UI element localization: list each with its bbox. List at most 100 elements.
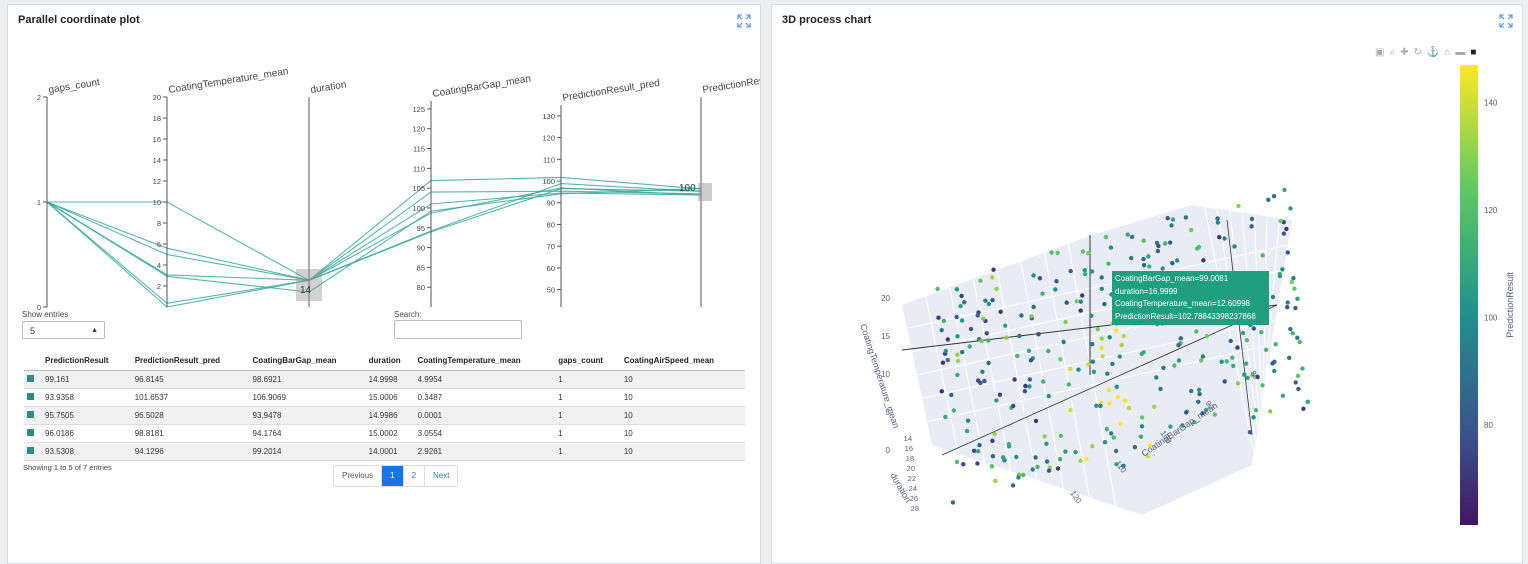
grid-line	[1044, 252, 1090, 498]
orbit-icon[interactable]: ↻	[1413, 47, 1422, 58]
table-cell: 95.7505	[42, 406, 132, 425]
scatter-point	[1019, 313, 1024, 318]
tick-label: 20	[153, 93, 161, 102]
scatter-point	[945, 337, 950, 342]
table-row[interactable]: 95.7505 96.5028 93.9478 14.9986 0.0001 1 10	[24, 406, 745, 425]
column-header[interactable]: PredictionResult	[42, 350, 132, 371]
table-row[interactable]: 96.0186 98.8181 94.1764 15.0002 3.0554 1 10	[24, 424, 745, 443]
expand-icon[interactable]	[1499, 14, 1513, 28]
scatter-point	[1078, 458, 1083, 463]
page-length-select[interactable]: 5 ▲	[22, 321, 105, 339]
plotly-logo-icon[interactable]: ■	[1470, 47, 1477, 58]
pagination: Previous 1 2 Next	[333, 465, 459, 487]
grid-line	[996, 269, 1038, 481]
home-icon[interactable]: ⌂	[1444, 47, 1451, 58]
axis-title: CoatingTemperature_mean	[168, 66, 289, 96]
row-checkbox[interactable]	[27, 375, 34, 382]
scatter-point	[1042, 434, 1047, 439]
scatter-point	[1278, 218, 1283, 224]
scatter-point	[943, 348, 948, 354]
table-cell: 93.9358	[42, 388, 132, 407]
scatter-point	[1125, 232, 1130, 237]
scatter-point	[1158, 386, 1163, 392]
scatter-point	[1089, 313, 1094, 318]
panel-title: 3D process chart	[782, 14, 872, 26]
page-2-button[interactable]: 2	[402, 466, 424, 486]
colorbar-tick-label: 100	[1484, 313, 1498, 322]
scatter-point	[1027, 384, 1032, 389]
column-header[interactable]: PredictionResult_pred	[131, 350, 250, 371]
3d-scatter-chart[interactable]: 05101520CoatingTemperature_mean141618202…	[772, 5, 1523, 525]
row-checkbox[interactable]	[27, 411, 34, 418]
table-row[interactable]: 93.9358 101.6537 106.9069 15.0006 0.3487 1 10	[24, 388, 745, 407]
parallel-coordinates-chart[interactable]: gaps_count012CoatingTemperature_mean2468…	[8, 5, 761, 315]
row-checkbox[interactable]	[27, 429, 34, 436]
row-checkbox[interactable]	[27, 393, 34, 400]
scatter-point	[1121, 333, 1126, 339]
column-header[interactable]: CoatingTemperature_mean	[414, 350, 556, 371]
column-header[interactable]: duration	[365, 350, 415, 371]
pan-icon[interactable]: ✚	[1400, 47, 1409, 58]
scatter-point	[1247, 430, 1253, 435]
scatter-point	[1284, 226, 1289, 232]
table-cell: 1	[555, 388, 621, 407]
tooltip-line: CoatingTemperature_mean=12.60998	[1115, 299, 1250, 308]
reset-icon[interactable]: ▬	[1455, 47, 1466, 58]
scatter-point	[1011, 403, 1016, 409]
row-checkbox[interactable]	[27, 447, 34, 454]
scatter-point	[990, 454, 996, 459]
scatter-point	[1180, 423, 1185, 428]
scatter-point	[989, 464, 995, 469]
scatter-point	[1165, 216, 1170, 221]
page-1-button[interactable]: 1	[381, 466, 403, 486]
scatter-point	[1017, 333, 1022, 339]
scatter-point	[1235, 381, 1241, 386]
table-cell: 1	[555, 406, 621, 425]
table-cell: 1	[555, 370, 621, 389]
camera-icon[interactable]: ▣	[1375, 47, 1385, 58]
scatter-point	[1054, 279, 1059, 284]
grid-line	[921, 319, 1276, 399]
table-cell: 96.8145	[131, 370, 250, 389]
tick-label: 115	[413, 145, 425, 154]
scatter-point	[1168, 240, 1173, 245]
tick-label: 80	[417, 283, 425, 292]
scatter-point	[951, 408, 957, 413]
axis-title: duration	[310, 79, 347, 96]
y-tick-label: 22	[908, 474, 916, 483]
scatter-point	[954, 314, 959, 320]
scatter-point	[1040, 291, 1045, 296]
scatter-point	[1249, 216, 1255, 222]
scatter-point	[997, 392, 1003, 397]
table-row[interactable]: 99.161 96.8145 98.6921 14.9998 4.9954 1 10	[24, 370, 745, 389]
scatter-point	[980, 369, 985, 374]
scatter-point	[1215, 216, 1220, 221]
scatter-point	[1031, 304, 1036, 310]
expand-icon[interactable]	[737, 14, 751, 28]
z-tick-label: 0	[886, 446, 891, 455]
scatter-point	[1099, 345, 1104, 351]
scatter-point	[1110, 361, 1115, 367]
scatter-point	[1103, 234, 1108, 240]
column-header[interactable]: gaps_count	[555, 350, 621, 371]
scatter-point	[981, 316, 986, 321]
scatter-point	[977, 442, 982, 448]
scatter-point	[1251, 326, 1256, 331]
column-header[interactable]: CoatingBarGap_mean	[249, 350, 366, 371]
previous-button[interactable]: Previous	[342, 471, 374, 480]
tick-label: 125	[412, 105, 425, 114]
column-header[interactable]: CoatingAirSpeed_mean	[620, 350, 745, 371]
scatter-point	[954, 287, 960, 292]
scatter-point	[990, 275, 995, 280]
table-row[interactable]: 93.5308 94.1296 99.2014 14.0001 2.9261 1 10	[24, 442, 745, 461]
zoom-icon[interactable]: ⌕	[1389, 47, 1396, 58]
scatter-point	[1146, 254, 1151, 259]
next-button[interactable]: Next	[424, 466, 457, 486]
turntable-icon[interactable]: ⚓	[1426, 47, 1440, 58]
scatter-point	[1126, 405, 1132, 411]
hover-tooltip: CoatingBarGap_mean=99.0081 duration=16.9…	[1112, 271, 1269, 325]
table-cell: 2.9261	[414, 442, 556, 461]
search-input[interactable]	[394, 320, 522, 339]
scatter-point	[1066, 382, 1071, 387]
scatter-point	[1028, 358, 1034, 363]
